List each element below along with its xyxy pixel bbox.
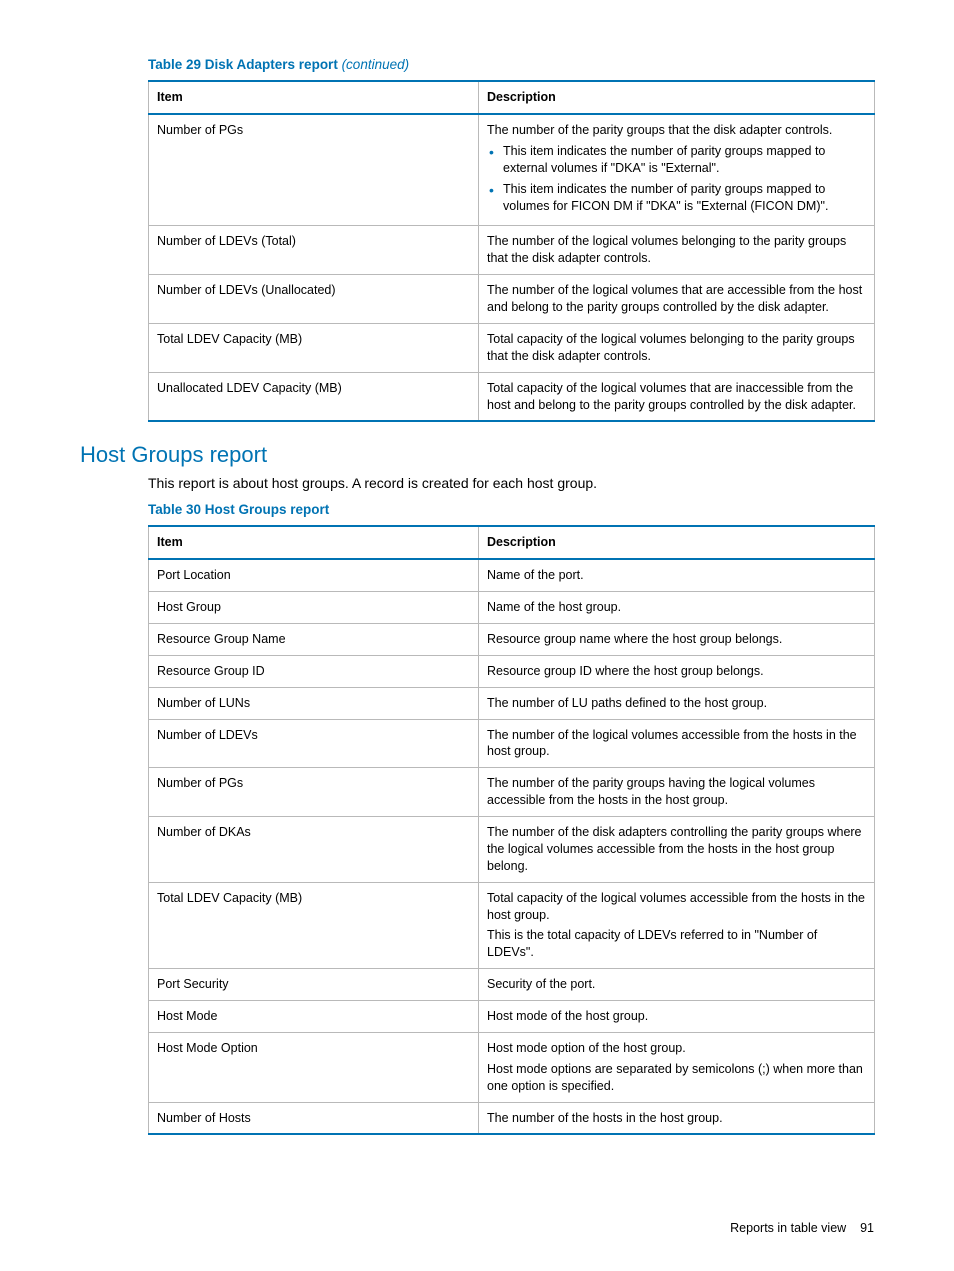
table29-row: Number of LDEVs (Total)The number of the… xyxy=(149,226,875,275)
table29-title-prefix: Table 29 Disk Adapters report xyxy=(148,57,342,72)
table29-item-cell: Number of LDEVs (Unallocated) xyxy=(149,275,479,324)
section-title: Host Groups report xyxy=(80,440,874,470)
table29-item-cell: Number of LDEVs (Total) xyxy=(149,226,479,275)
table30-row: Host Mode OptionHost mode option of the … xyxy=(149,1032,875,1102)
table30-item-cell: Total LDEV Capacity (MB) xyxy=(149,882,479,969)
table30-row: Host Mode Host mode of the host group. xyxy=(149,1001,875,1033)
table30-header-row: Item Description xyxy=(149,526,875,559)
table30-desc-cell: The number of LU paths defined to the ho… xyxy=(479,687,875,719)
table29-item-cell: Total LDEV Capacity (MB) xyxy=(149,323,479,372)
table30-desc-cell: The number of the disk adapters controll… xyxy=(479,817,875,883)
table29-item-cell: Number of PGs xyxy=(149,114,479,226)
table30-item-cell: Host Mode Option xyxy=(149,1032,479,1102)
table30-item-cell: Number of PGs xyxy=(149,768,479,817)
table29-header-row: Item Description xyxy=(149,81,875,114)
table30-header-item: Item xyxy=(149,526,479,559)
table30-desc-para: The number of the disk adapters controll… xyxy=(487,824,866,875)
table30-row: Resource Group ID Resource group ID where… xyxy=(149,655,875,687)
section-intro: This report is about host groups. A reco… xyxy=(148,474,874,493)
page-footer: Reports in table view 91 xyxy=(730,1220,874,1237)
table30-row: Number of PGsThe number of the parity gr… xyxy=(149,768,875,817)
table29-row: Total LDEV Capacity (MB)Total capacity o… xyxy=(149,323,875,372)
table29-row: Number of PGs The number of the parity gr… xyxy=(149,114,875,226)
table29-desc-cell: The number of the logical volumes that a… xyxy=(479,275,875,324)
table30-desc-cell: Host mode of the host group. xyxy=(479,1001,875,1033)
table30-item-cell: Host Mode xyxy=(149,1001,479,1033)
table29-desc-cell: Total capacity of the logical volumes be… xyxy=(479,323,875,372)
table30-item-cell: Resource Group Name xyxy=(149,623,479,655)
footer-page: 91 xyxy=(860,1221,874,1235)
table30-item-cell: Number of DKAs xyxy=(149,817,479,883)
table29-row: Unallocated LDEV Capacity (MB)Total capa… xyxy=(149,372,875,421)
table30-desc-para: The number of the logical volumes access… xyxy=(487,727,866,761)
table29-desc-bullet: This item indicates the number of parity… xyxy=(487,181,866,215)
table29-header-desc: Description xyxy=(479,81,875,114)
table29-header-item: Item xyxy=(149,81,479,114)
table30-desc-cell: Total capacity of the logical volumes ac… xyxy=(479,882,875,969)
footer-text: Reports in table view xyxy=(730,1221,846,1235)
table30-desc-cell: Name of the host group. xyxy=(479,592,875,624)
table30-desc-cell: Resource group name where the host group… xyxy=(479,623,875,655)
table29-desc-para: Total capacity of the logical volumes th… xyxy=(487,380,866,414)
table29-desc-para: The number of the logical volumes that a… xyxy=(487,282,866,316)
table30-row: Total LDEV Capacity (MB)Total capacity o… xyxy=(149,882,875,969)
table30-desc-cell: Name of the port. xyxy=(479,559,875,591)
table30-row: Host Group Name of the host group. xyxy=(149,592,875,624)
table30-header-desc: Description xyxy=(479,526,875,559)
table30-item-cell: Host Group xyxy=(149,592,479,624)
table30-desc-para: Resource group ID where the host group b… xyxy=(487,663,866,680)
table30-row: Number of DKAsThe number of the disk ada… xyxy=(149,817,875,883)
table30-desc-para: The number of the parity groups having t… xyxy=(487,775,866,809)
table30-desc-cell: Security of the port. xyxy=(479,969,875,1001)
table30-item-cell: Number of LDEVs xyxy=(149,719,479,768)
table29-desc-cell: The number of the logical volumes belong… xyxy=(479,226,875,275)
table29-desc-para: Total capacity of the logical volumes be… xyxy=(487,331,866,365)
table30-row: Resource Group Name Resource group name w… xyxy=(149,623,875,655)
table29-desc-cell: The number of the parity groups that the… xyxy=(479,114,875,226)
table30-desc-para: The number of the hosts in the host grou… xyxy=(487,1110,866,1127)
table29-body: Number of PGs The number of the parity gr… xyxy=(149,114,875,421)
table30-desc-cell: Resource group ID where the host group b… xyxy=(479,655,875,687)
table30-item-cell: Port Location xyxy=(149,559,479,591)
table30-row: Port Security Security of the port. xyxy=(149,969,875,1001)
table29-title-suffix: (continued) xyxy=(342,57,410,72)
table30-desc-para: Name of the port. xyxy=(487,567,866,584)
table30-desc-para: Host mode option of the host group. xyxy=(487,1040,866,1057)
table29-desc-bullets: This item indicates the number of parity… xyxy=(487,143,866,215)
table29-item-cell: Unallocated LDEV Capacity (MB) xyxy=(149,372,479,421)
table30-row: Number of LDEVsThe number of the logical… xyxy=(149,719,875,768)
table29-desc-lead: The number of the parity groups that the… xyxy=(487,122,866,139)
table30-desc-para: Resource group name where the host group… xyxy=(487,631,866,648)
table30-caption: Table 30 Host Groups report xyxy=(148,501,874,519)
table30-item-cell: Number of Hosts xyxy=(149,1102,479,1134)
table30-desc-para: This is the total capacity of LDEVs refe… xyxy=(487,927,866,961)
table30-body: Port Location Name of the port. Host Group… xyxy=(149,559,875,1134)
table29-desc-bullet: This item indicates the number of parity… xyxy=(487,143,866,177)
table30-desc-para: Total capacity of the logical volumes ac… xyxy=(487,890,866,924)
table30-row: Number of LUNs The number of LU paths def… xyxy=(149,687,875,719)
table30-desc-para: Name of the host group. xyxy=(487,599,866,616)
table29-row: Number of LDEVs (Unallocated)The number … xyxy=(149,275,875,324)
table29-desc-cell: Total capacity of the logical volumes th… xyxy=(479,372,875,421)
table29: Item Description Number of PGsThe number… xyxy=(148,80,875,422)
table30-desc-para: Host mode of the host group. xyxy=(487,1008,866,1025)
table30-desc-cell: The number of the parity groups having t… xyxy=(479,768,875,817)
table30-desc-para: Host mode options are separated by semic… xyxy=(487,1061,866,1095)
table29-desc-para: The number of the logical volumes belong… xyxy=(487,233,866,267)
table30-desc-cell: Host mode option of the host group. Host … xyxy=(479,1032,875,1102)
table30-item-cell: Resource Group ID xyxy=(149,655,479,687)
table30-desc-para: Security of the port. xyxy=(487,976,866,993)
table30-desc-cell: The number of the hosts in the host grou… xyxy=(479,1102,875,1134)
table30-desc-cell: The number of the logical volumes access… xyxy=(479,719,875,768)
table29-caption: Table 29 Disk Adapters report (continued… xyxy=(148,56,874,74)
table30-row: Number of Hosts The number of the hosts i… xyxy=(149,1102,875,1134)
table30-item-cell: Number of LUNs xyxy=(149,687,479,719)
table30-item-cell: Port Security xyxy=(149,969,479,1001)
table30-desc-para: The number of LU paths defined to the ho… xyxy=(487,695,866,712)
table30: Item Description Port Location Name of th… xyxy=(148,525,875,1135)
table30-row: Port Location Name of the port. xyxy=(149,559,875,591)
